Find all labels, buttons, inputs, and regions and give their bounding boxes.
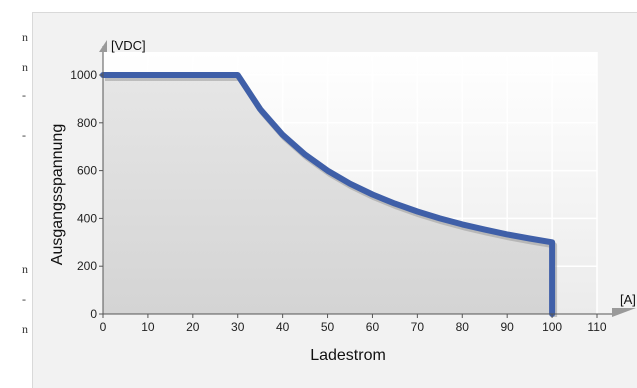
- x-axis-title: Ladestrom: [310, 347, 386, 364]
- y-tick-labels: 0 200 400 600 800 1000: [70, 68, 97, 321]
- y-tick-label: 600: [77, 164, 97, 178]
- x-tick-label: 20: [186, 320, 200, 334]
- text-fragment: n: [22, 322, 28, 336]
- x-tick-label: 100: [542, 320, 562, 334]
- x-tick-label: 40: [276, 320, 290, 334]
- y-axis-arrow: [99, 40, 107, 52]
- text-fragment: n: [22, 262, 28, 276]
- x-tick-label: 70: [411, 320, 425, 334]
- text-fragment: -: [22, 128, 26, 142]
- x-tick-label: 60: [366, 320, 380, 334]
- text-fragment: n: [22, 30, 28, 44]
- y-tick-label: 800: [77, 116, 97, 130]
- y-tick-label: 1000: [70, 68, 97, 82]
- y-unit-label: [VDC]: [111, 38, 146, 53]
- axes: [99, 40, 636, 318]
- area-under-curve: [103, 75, 553, 314]
- x-tick-label: 30: [231, 320, 245, 334]
- y-tick-label: 200: [77, 259, 97, 273]
- x-tick-label: 0: [100, 320, 107, 334]
- x-tick-label: 90: [501, 320, 515, 334]
- y-axis-title: Ausgangsspannung: [49, 124, 66, 265]
- x-unit-label: [A]: [620, 292, 636, 307]
- x-tick-label: 110: [587, 320, 606, 334]
- x-axis-arrow: [612, 308, 636, 317]
- x-tick-label: 10: [141, 320, 155, 334]
- text-fragment: -: [22, 292, 26, 306]
- x-tick-label: 50: [321, 320, 335, 334]
- y-tick-label: 0: [90, 307, 97, 321]
- left-margin: n n - - n - n: [0, 0, 30, 387]
- y-tick-label: 400: [77, 211, 97, 225]
- x-tick-label: 80: [456, 320, 470, 334]
- x-tick-labels: 0 10 20 30 40 50 60 70 80 90 100 110: [100, 320, 607, 334]
- text-fragment: n: [22, 60, 28, 74]
- series-line: [100, 72, 556, 317]
- text-fragment: -: [22, 88, 26, 102]
